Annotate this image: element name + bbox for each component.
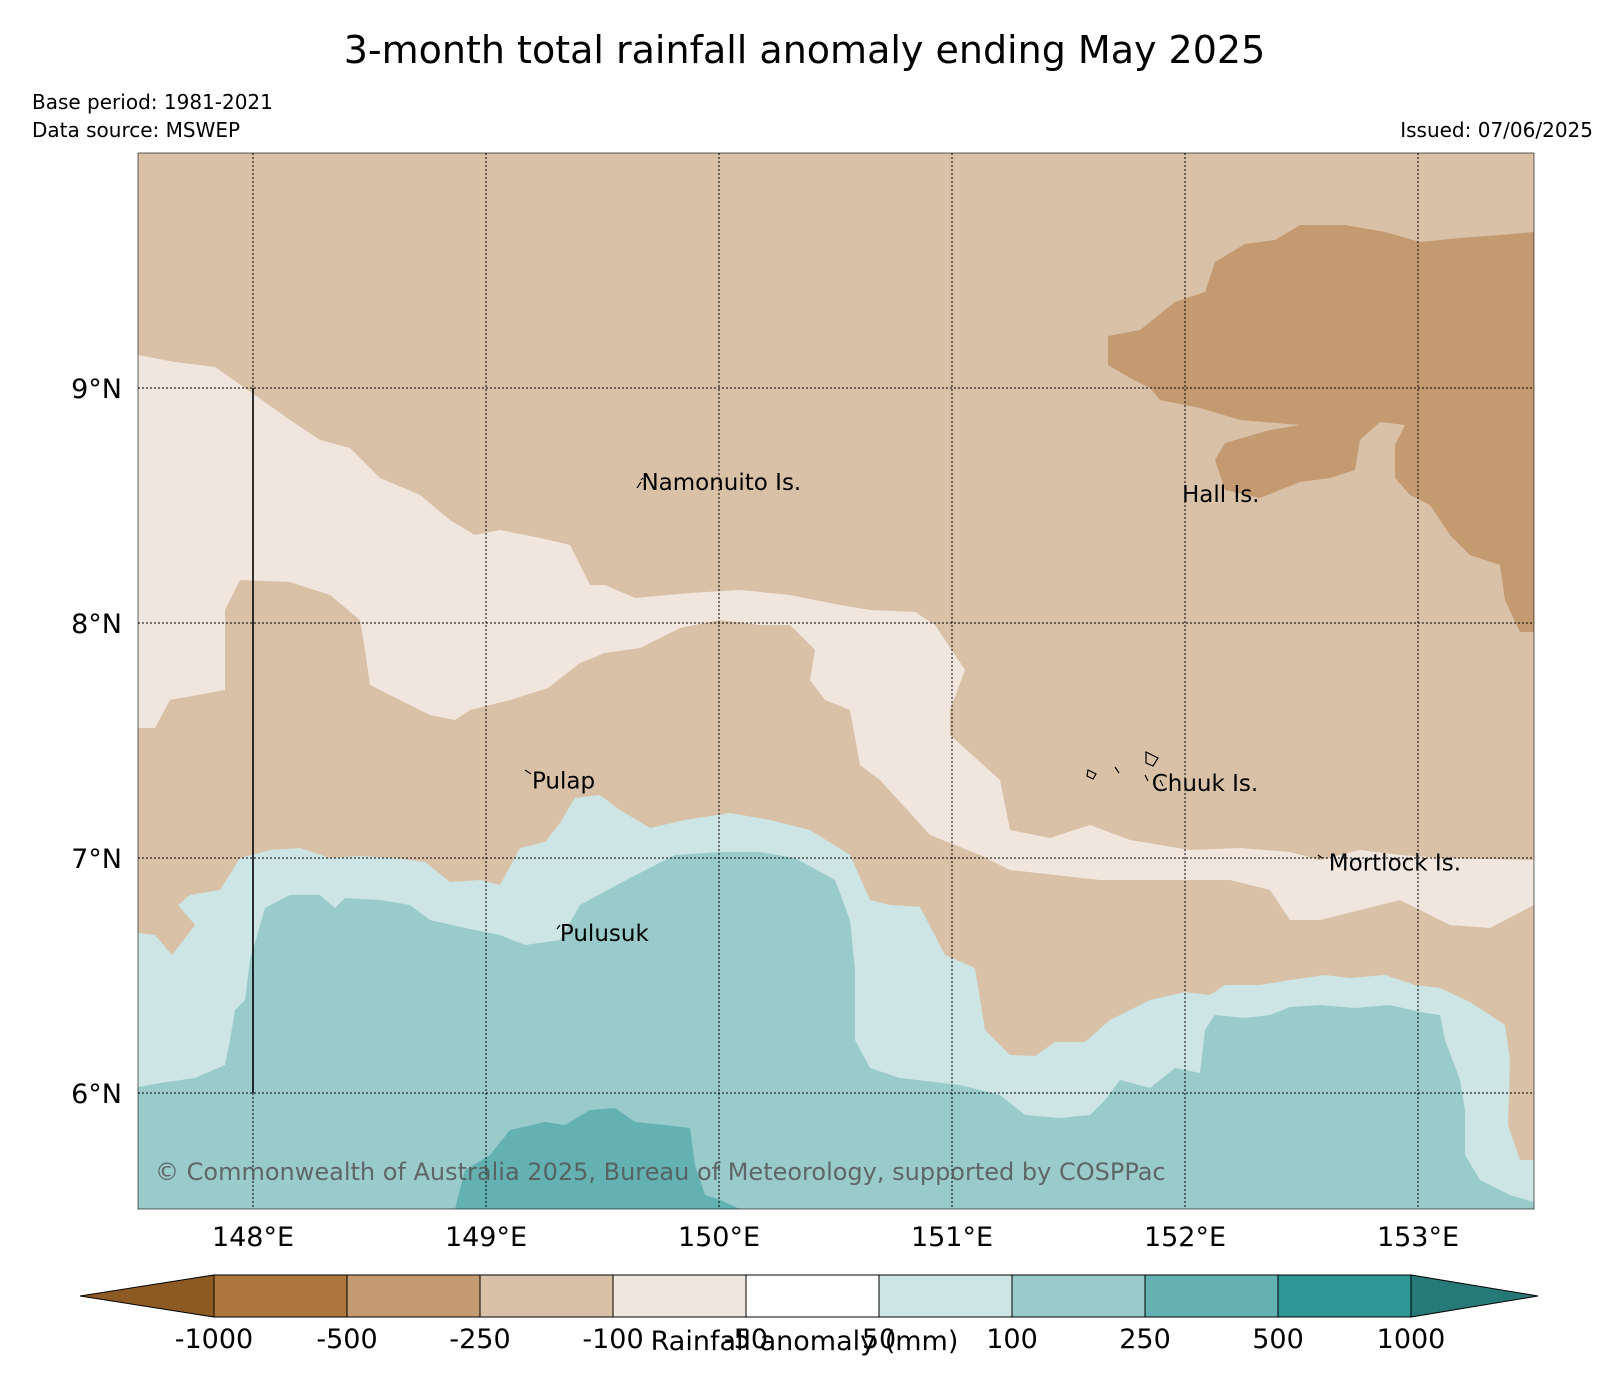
longitude-tick-label: 149°E bbox=[445, 1222, 527, 1253]
colorbar-swatch bbox=[612, 1274, 747, 1318]
longitude-tick-label: 150°E bbox=[678, 1222, 760, 1253]
map-frame bbox=[137, 152, 1535, 1210]
longitude-tick-label: 153°E bbox=[1377, 1222, 1459, 1253]
longitude-labels: 148°E 149°E 150°E 151°E 152°E 153°E bbox=[212, 1222, 1459, 1253]
issued-date-text: Issued: 07/06/2025 bbox=[1400, 118, 1593, 142]
colorbar-tick-label: 250 bbox=[1119, 1324, 1171, 1355]
band-100-50-west bbox=[138, 420, 160, 600]
latitude-tick-label: 8°N bbox=[71, 609, 122, 640]
band-100-50 bbox=[138, 355, 1534, 928]
colorbar-swatch bbox=[1144, 1274, 1279, 1318]
place-label: Chuuk Is. bbox=[1152, 771, 1259, 797]
colorbar-tick-label: 1000 bbox=[1377, 1324, 1446, 1355]
band-100-250 bbox=[138, 852, 1534, 1209]
namonuito-marker-icon bbox=[636, 477, 644, 489]
anomaly-fill-layer bbox=[138, 153, 1534, 1209]
latitude-tick-label: 6°N bbox=[71, 1079, 122, 1110]
colorbar-extend-low bbox=[79, 1274, 215, 1318]
map-title: 3-month total rainfall anomaly ending Ma… bbox=[343, 28, 1266, 72]
colorbar-title: Rainfall anomaly (mm) bbox=[650, 1326, 959, 1357]
colorbar-tick-label: -1000 bbox=[175, 1324, 253, 1355]
longitude-tick-label: 148°E bbox=[212, 1222, 294, 1253]
pulap-marker-icon bbox=[524, 769, 532, 775]
colorbar-swatch bbox=[479, 1274, 614, 1318]
colorbar-tick-label: -250 bbox=[449, 1324, 510, 1355]
chuuk-islands-icon bbox=[1086, 751, 1164, 787]
colorbar-swatch bbox=[346, 1274, 481, 1318]
colorbar-tick-label: 500 bbox=[1252, 1324, 1304, 1355]
place-label: Pulap bbox=[532, 768, 595, 794]
colorbar-swatch bbox=[1011, 1274, 1146, 1318]
colorbar-swatch bbox=[1277, 1274, 1412, 1318]
colorbar-tick-label: 50 bbox=[862, 1324, 896, 1355]
band-250-500 bbox=[455, 1108, 740, 1209]
place-label: Hall Is. bbox=[1182, 482, 1260, 508]
colorbar-swatch bbox=[213, 1274, 348, 1318]
colorbar-swatch bbox=[745, 1274, 880, 1318]
colorbar-tick-label: 100 bbox=[986, 1324, 1038, 1355]
colorbar-tick-label: -500 bbox=[316, 1324, 377, 1355]
place-label: Namonuito Is. bbox=[641, 470, 801, 496]
latitude-tick-label: 7°N bbox=[71, 844, 122, 875]
pulusuk-marker-icon bbox=[556, 924, 561, 930]
data-source-text: Data source: MSWEP bbox=[32, 118, 241, 142]
place-labels: Namonuito Is. Hall Is. Pulap Chuuk Is. Mortl… bbox=[532, 470, 1461, 947]
copyright-text: © Commonwealth of Australia 2025, Bureau… bbox=[155, 1158, 1166, 1186]
colorbar-tick-label: -50 bbox=[724, 1324, 768, 1355]
colorbar: -1000 -500 -250 -100 -50 50 100 250 500 1000 bbox=[79, 1274, 1539, 1355]
place-label: Pulusuk bbox=[560, 921, 650, 947]
latitude-tick-label: 9°N bbox=[71, 374, 122, 405]
mortlock-marker-icon bbox=[1317, 854, 1323, 859]
colorbar-tick-label: -100 bbox=[582, 1324, 643, 1355]
longitude-tick-label: 151°E bbox=[911, 1222, 993, 1253]
band-500-250-ne bbox=[1108, 225, 1534, 632]
colorbar-extend-high bbox=[1410, 1274, 1539, 1318]
latitude-labels: 9°N 8°N 7°N 6°N bbox=[71, 374, 122, 1110]
base-period-text: Base period: 1981-2021 bbox=[32, 90, 273, 114]
longitude-tick-label: 152°E bbox=[1144, 1222, 1226, 1253]
colorbar-swatch bbox=[878, 1274, 1013, 1318]
island-outlines bbox=[524, 477, 1323, 930]
place-label: Mortlock Is. bbox=[1329, 851, 1461, 877]
